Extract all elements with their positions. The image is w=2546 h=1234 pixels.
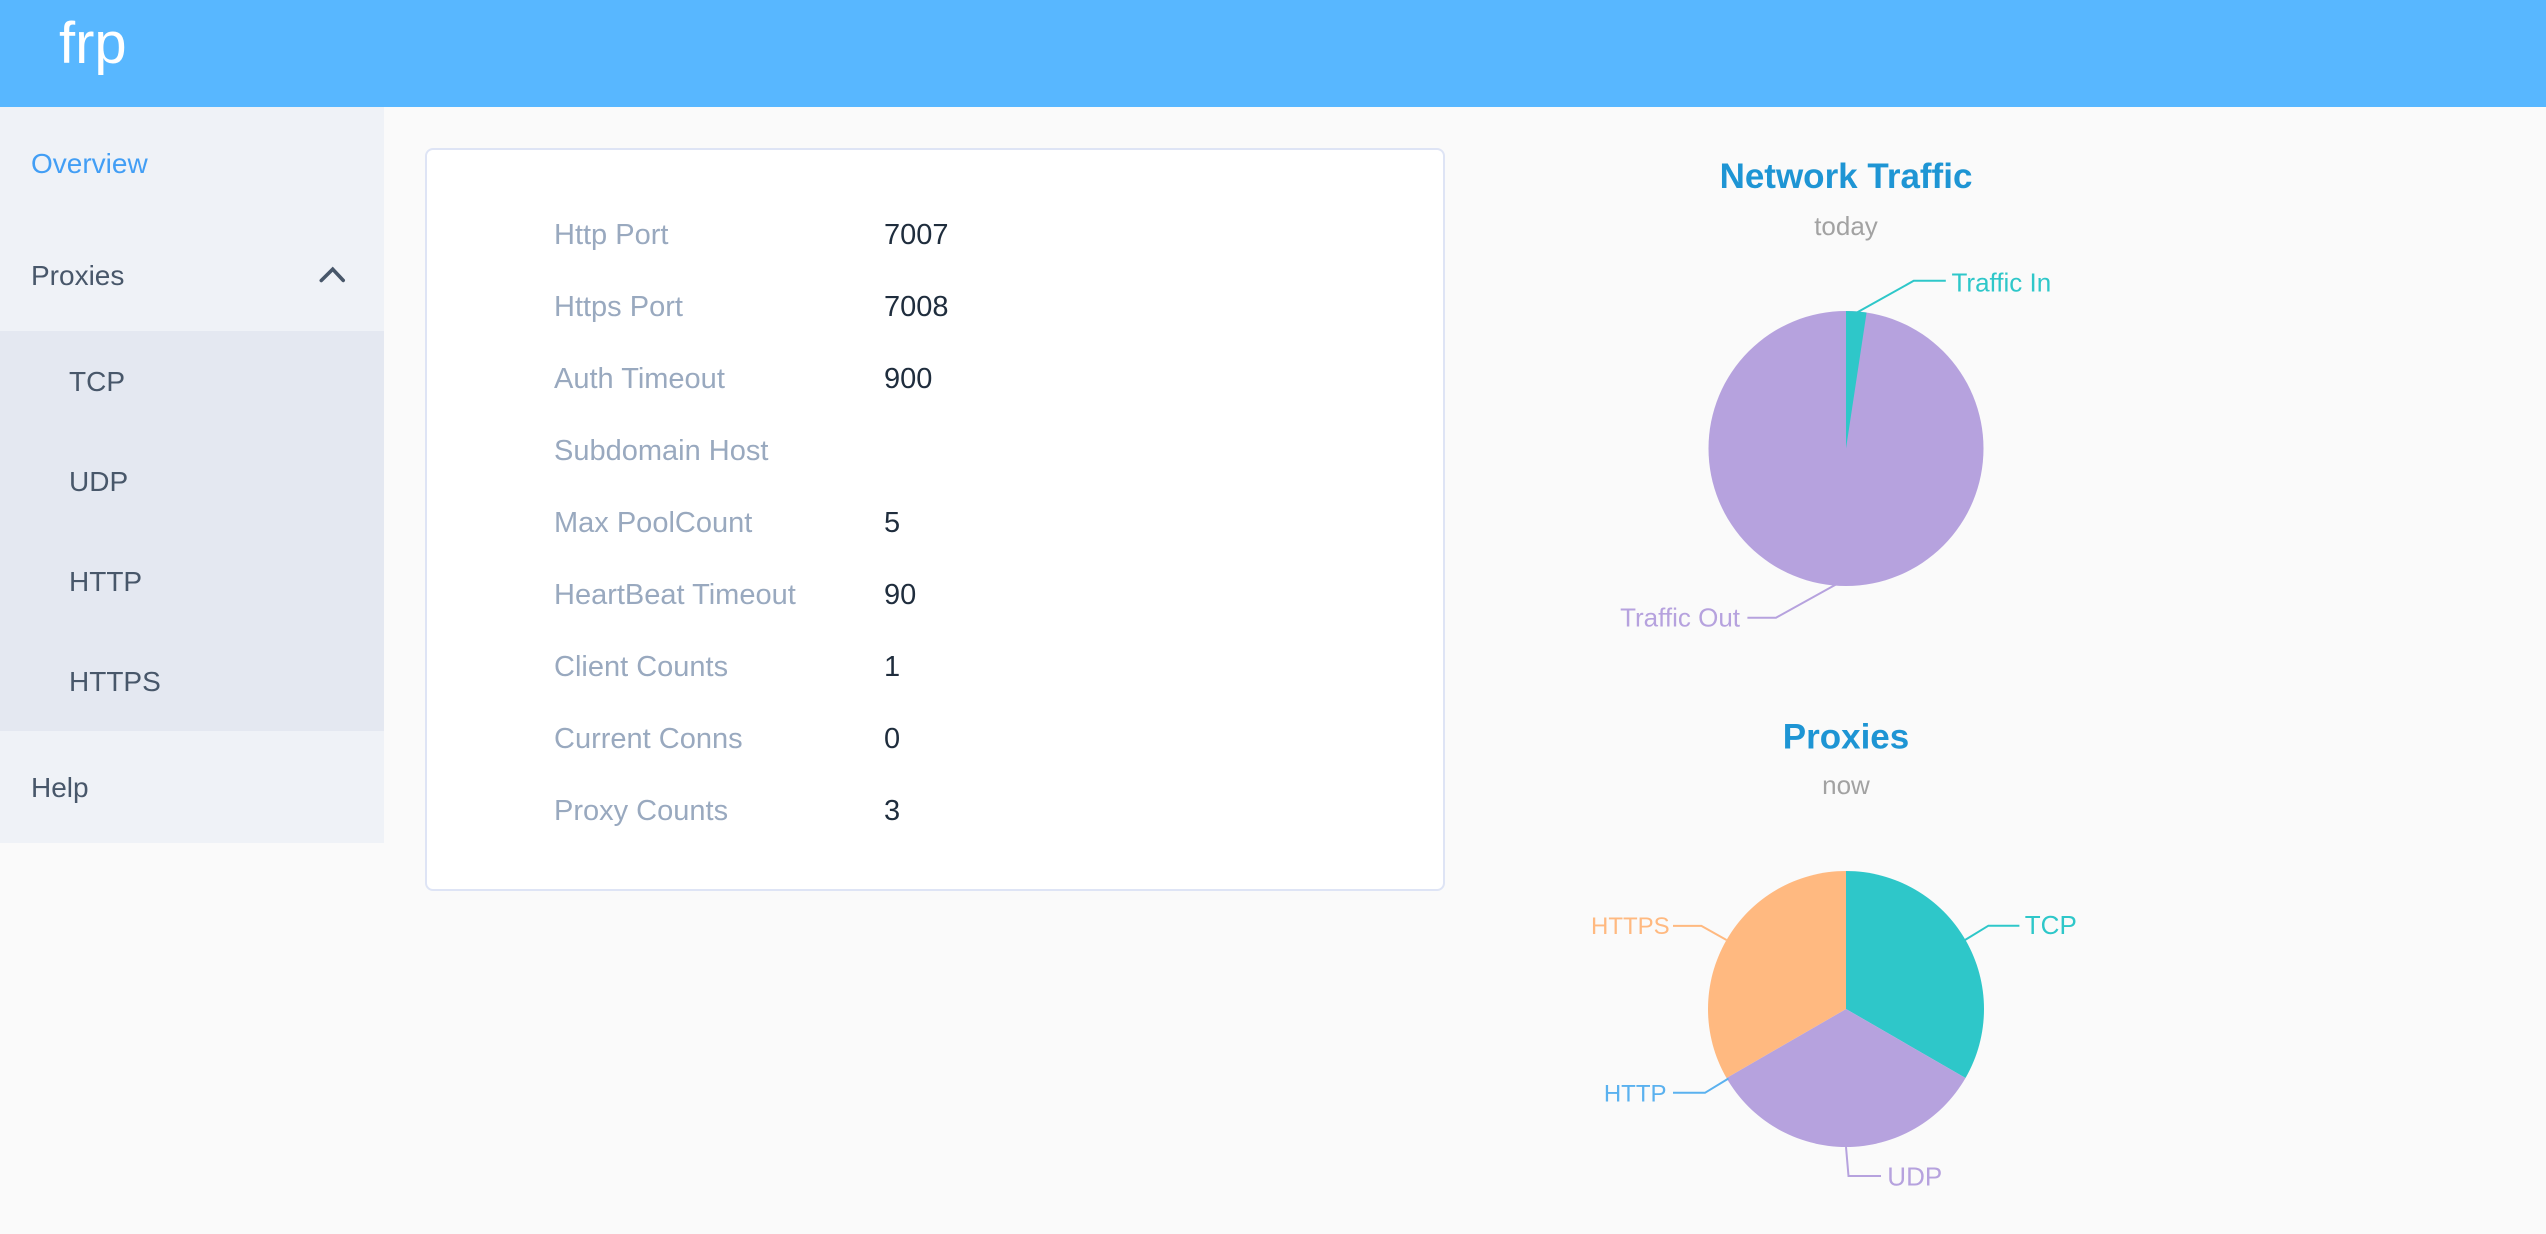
svg-text:Proxies: Proxies <box>1783 718 1909 757</box>
svg-text:HTTP: HTTP <box>1604 1081 1667 1108</box>
svg-text:Network Traffic: Network Traffic <box>1720 157 1973 196</box>
svg-text:today: today <box>1814 211 1878 241</box>
svg-text:HTTPS: HTTPS <box>1591 913 1670 940</box>
svg-text:now: now <box>1822 770 1870 800</box>
svg-text:Traffic Out: Traffic Out <box>1620 603 1741 633</box>
svg-text:TCP: TCP <box>2025 910 2077 940</box>
svg-text:Traffic In: Traffic In <box>1952 268 2052 298</box>
svg-text:UDP: UDP <box>1887 1162 1942 1192</box>
